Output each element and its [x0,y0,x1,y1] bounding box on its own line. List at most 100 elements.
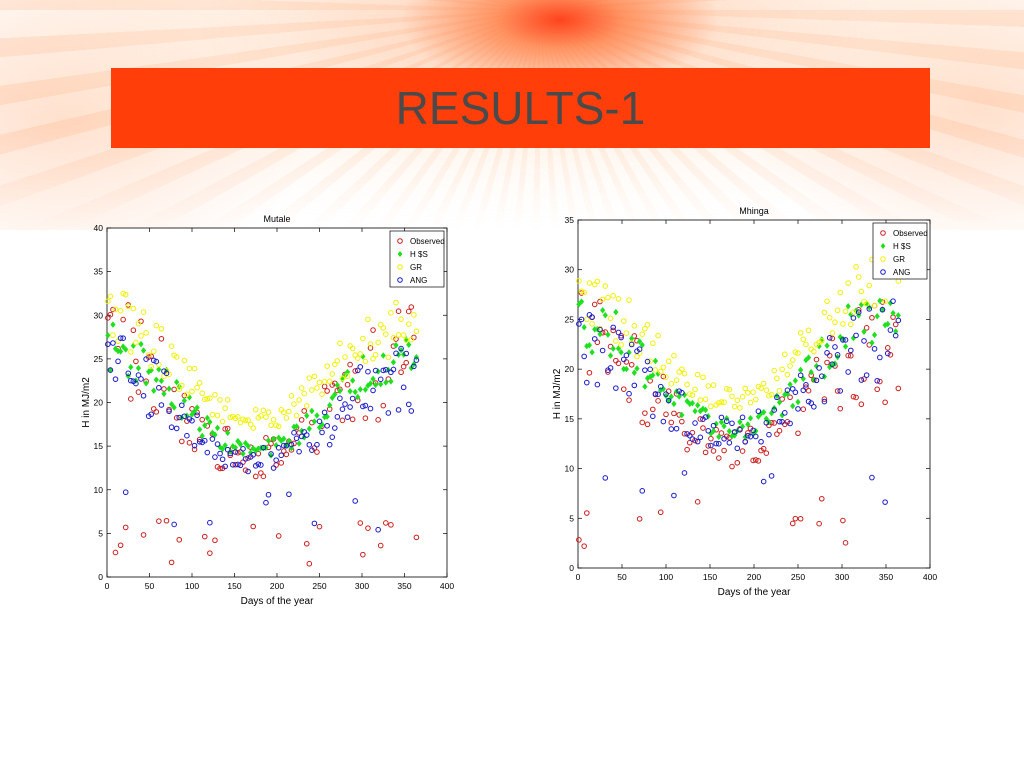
data-point-hs [105,332,111,339]
data-point-ang [354,367,361,374]
data-point-hs [890,309,896,317]
data-point-gr [576,278,582,284]
data-point-gr [148,363,154,370]
data-point-ang [681,470,688,476]
data-point-gr [273,422,279,429]
data-point-ang [117,335,124,341]
data-point-ang [168,424,175,431]
data-point-ang [227,450,234,457]
data-point-observed [861,376,867,382]
data-point-observed [771,420,778,426]
data-point-ang [708,442,714,449]
data-point-gr [240,416,246,423]
x-tick-label: 400 [923,572,937,582]
data-point-observed [787,394,793,401]
legend-marker-hs [880,243,886,249]
data-point-ang [647,366,653,373]
data-point-hs [721,422,727,430]
legend-marker [880,269,886,275]
data-point-ang [324,422,330,429]
data-point-gr [395,332,402,338]
data-point-hs [347,387,353,395]
data-point-hs [372,381,379,389]
data-point-gr [721,399,727,406]
data-point-ang [671,492,677,499]
data-point-gr [737,405,743,411]
data-point-ang [311,520,318,527]
data-point-observed [702,449,709,456]
data-point-hs [128,363,134,371]
data-point-gr [207,395,213,401]
data-point-hs [599,306,606,314]
data-point-gr [275,423,282,430]
data-point-observed [380,402,387,409]
data-point-hs [281,435,287,443]
data-point-hs [370,375,376,383]
data-point-hs [652,357,659,365]
data-point-gr [212,391,218,398]
data-point-ang [657,383,664,390]
data-point-ang [650,413,656,420]
x-tick-label: 200 [270,581,284,591]
data-point-observed [117,542,124,549]
data-point-hs [779,411,785,419]
data-point-gr [385,354,392,361]
data-point-observed [365,525,371,531]
data-point-hs [237,441,244,448]
data-point-observed [163,517,170,524]
data-point-ang [265,491,272,498]
data-point-ang [365,368,371,375]
data-point-hs [117,348,124,355]
data-point-gr [673,377,680,384]
data-point-hs [270,435,277,443]
data-point-ang [403,350,410,357]
data-point-ang [813,377,820,384]
data-point-gr [370,355,376,362]
data-point-gr [774,375,780,382]
data-point-observed [657,509,664,516]
data-point-gr [390,335,397,341]
data-point-hs [747,414,754,422]
data-point-ang [803,382,809,388]
data-point-hs [151,387,157,395]
data-point-gr [367,341,374,347]
data-point-ang [871,346,878,352]
data-point-gr [166,371,172,378]
data-point-ang [153,358,160,365]
data-point-ang [217,450,223,457]
chart-mutale: Mutale 0 50 100 150 200 250 300 350 400 0 5 10 15 20 25… [81,214,454,607]
data-point-hs [349,377,356,384]
data-point-gr [716,400,722,406]
data-point-gr [321,378,328,385]
data-point-ang [679,389,685,396]
data-point-hs [893,328,899,335]
data-point-hs [805,354,812,361]
x-tick-label: 300 [835,572,849,582]
data-point-hs [388,378,394,385]
data-point-observed [639,419,646,426]
data-point-hs [222,442,228,449]
data-point-gr [863,301,870,307]
data-point-observed [834,388,841,394]
legend-label: ANG [893,268,910,277]
data-point-hs [367,380,374,387]
data-point-ang [270,465,277,471]
data-point-hs [123,346,129,353]
data-point-hs [845,302,851,310]
data-point-ang [692,420,698,426]
data-point-hs [613,308,619,316]
data-point-ang [705,427,712,434]
data-point-gr [344,373,351,379]
data-point-gr [795,350,801,356]
data-point-ang [800,387,807,394]
data-point-ang [347,404,353,410]
data-point-gr [826,314,833,321]
data-point-ang [255,461,262,467]
data-point-ang [184,432,190,439]
data-point-gr [201,396,208,403]
data-point-gr [618,342,624,348]
y-tick-label: 30 [94,310,104,320]
data-point-ang [718,414,725,421]
data-point-observed [217,465,223,472]
data-point-hs [755,413,762,420]
